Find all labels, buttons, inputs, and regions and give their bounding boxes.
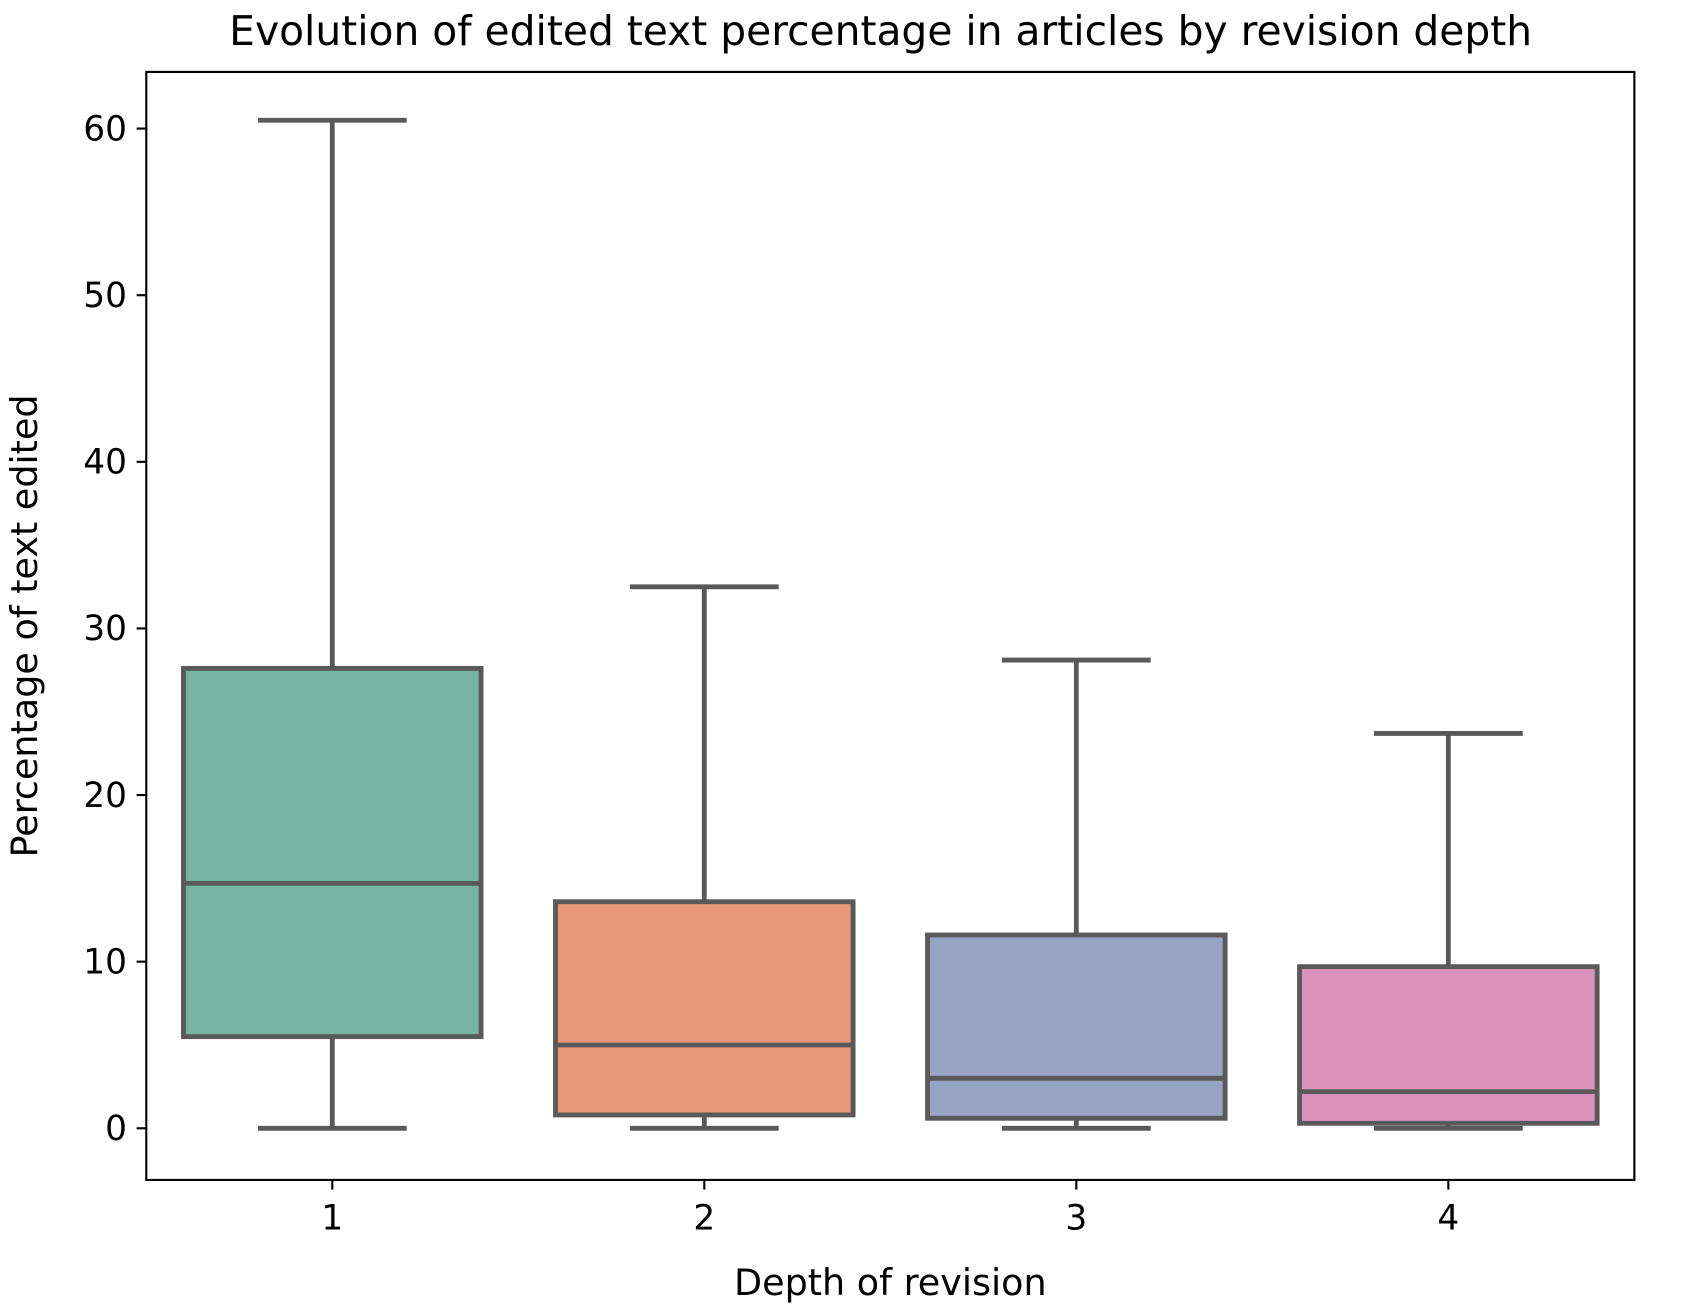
iqr-box xyxy=(1297,964,1600,1126)
chart-title: Evolution of edited text percentage in a… xyxy=(229,7,1532,55)
iqr-box xyxy=(925,932,1228,1121)
y-axis-label: Percentage of text edited xyxy=(3,394,46,857)
iqr-box xyxy=(553,899,856,1118)
x-tick-label: 1 xyxy=(321,1198,343,1238)
iqr-box xyxy=(181,666,484,1040)
y-tick-label: 0 xyxy=(105,1109,127,1149)
y-tick-label: 60 xyxy=(83,109,127,149)
y-tick-label: 10 xyxy=(83,942,127,982)
x-tick-label: 3 xyxy=(1065,1198,1087,1238)
x-tick-label: 4 xyxy=(1437,1198,1459,1238)
y-tick-label: 50 xyxy=(83,276,127,316)
x-axis-label: Depth of revision xyxy=(734,1261,1047,1304)
plot-frame xyxy=(145,70,1636,1182)
box-2 xyxy=(553,584,856,1131)
box-3 xyxy=(925,657,1228,1131)
y-tick-label: 20 xyxy=(83,776,127,816)
box-1 xyxy=(181,117,484,1131)
y-tick-label: 30 xyxy=(83,609,127,649)
box-4 xyxy=(1297,730,1600,1131)
y-tick-label: 40 xyxy=(83,443,127,483)
x-tick-label: 2 xyxy=(693,1198,715,1238)
